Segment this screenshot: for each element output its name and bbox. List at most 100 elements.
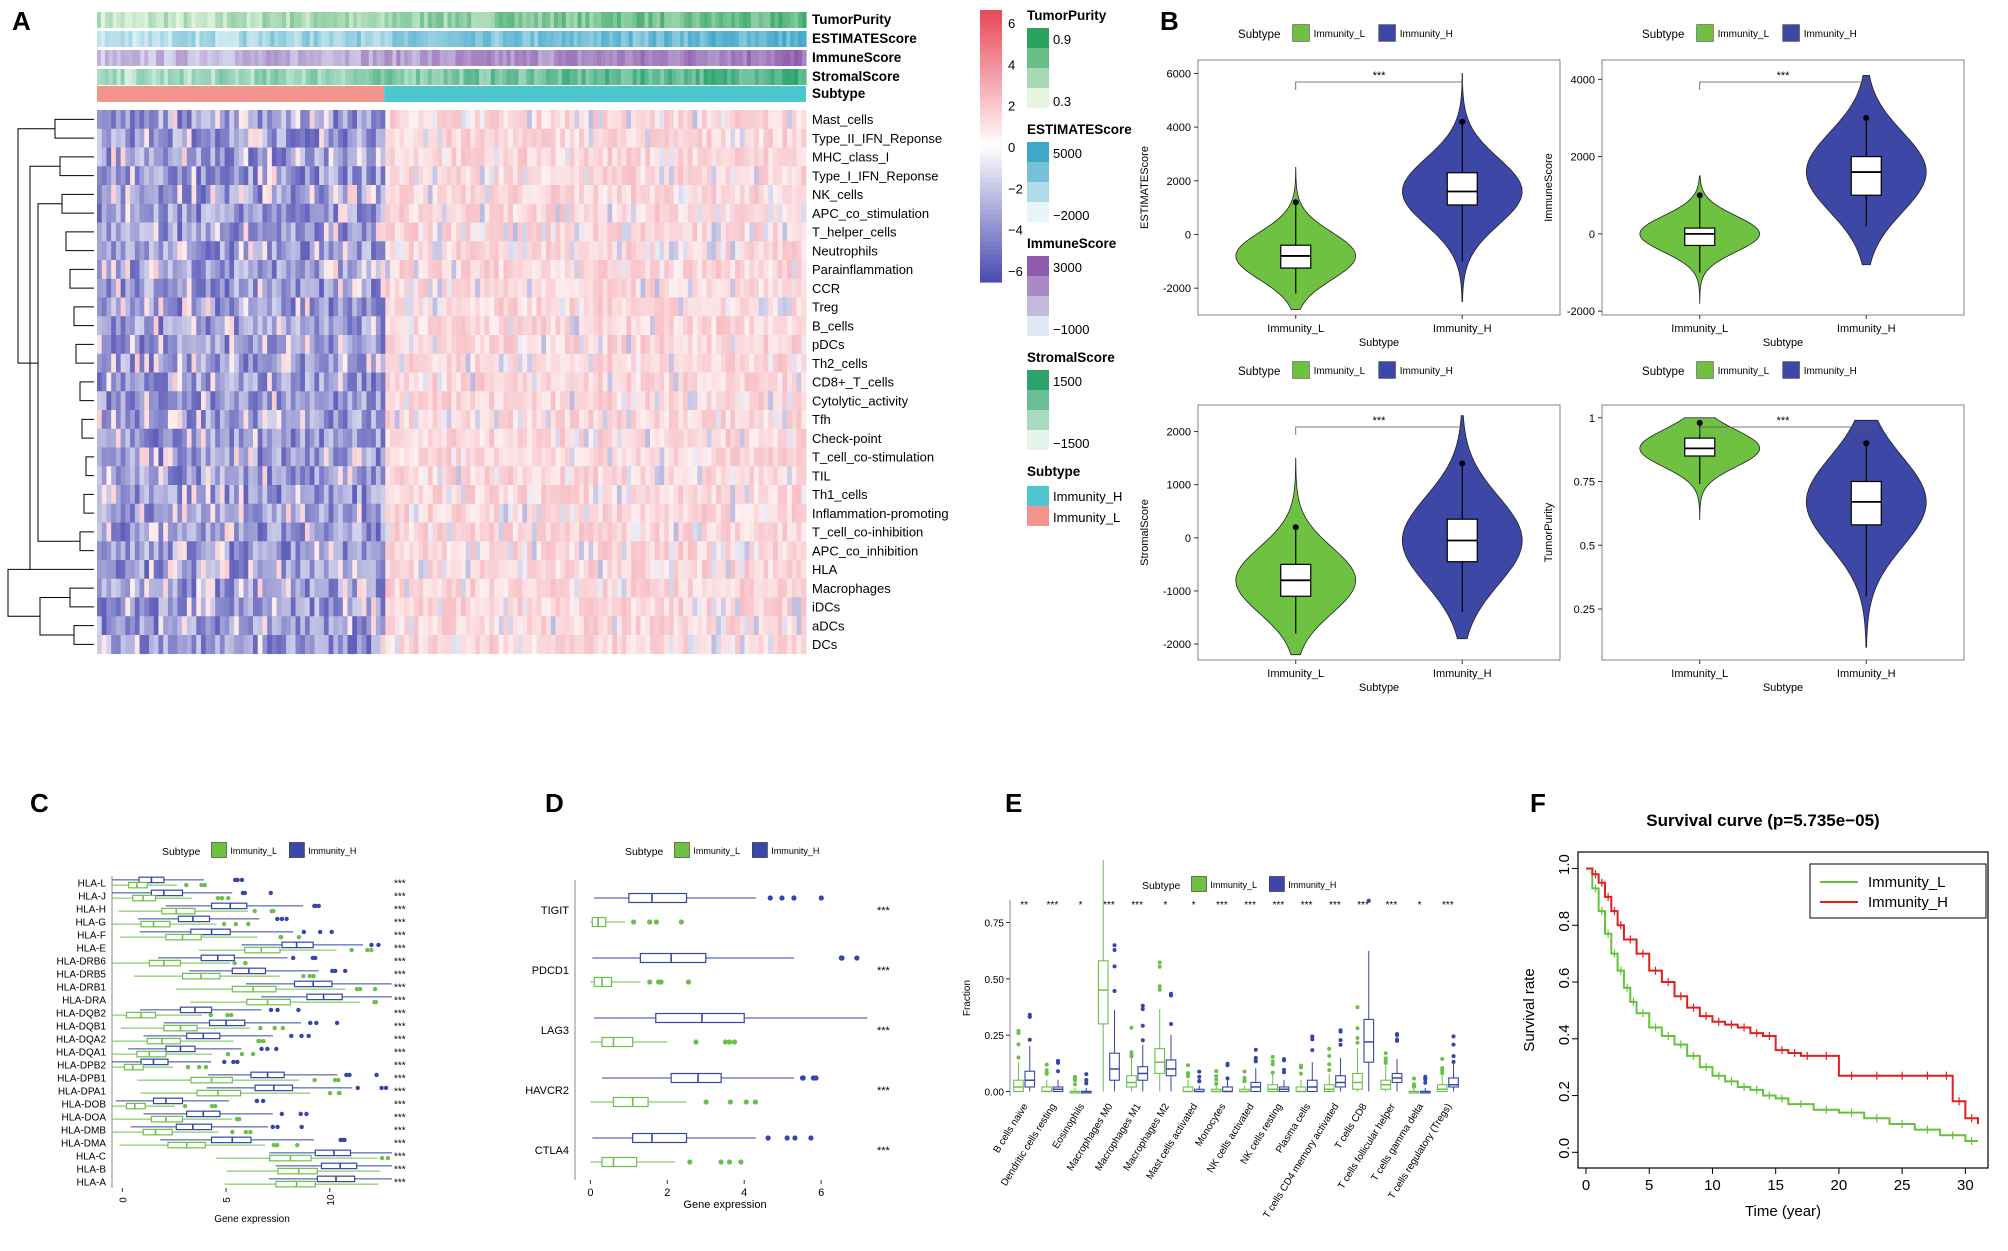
heatmap-cell xyxy=(531,110,538,130)
heatmap-cell xyxy=(442,522,448,542)
heatmap-cell xyxy=(465,147,471,167)
heatmap-cell xyxy=(281,597,287,617)
heatmap-cell xyxy=(390,260,396,280)
track-cell xyxy=(278,69,283,85)
heatmap-cell xyxy=(390,147,396,167)
heatmap-cell xyxy=(191,203,197,223)
heatmap-cell xyxy=(234,522,240,542)
heatmap-cell xyxy=(664,391,670,411)
heatmap-cell xyxy=(97,241,103,261)
heatmap-cell xyxy=(697,428,703,448)
track-cell xyxy=(238,31,244,47)
heatmap-cell xyxy=(238,335,245,355)
heatmap-cell xyxy=(720,428,727,448)
heatmap-cell xyxy=(342,391,349,411)
heatmap-cell xyxy=(796,241,802,261)
heatmap-cell xyxy=(205,166,211,186)
heatmap-cell xyxy=(442,316,448,336)
heatmap-cell xyxy=(791,597,798,617)
heatmap-cell xyxy=(257,597,263,617)
heatmap-cell xyxy=(295,241,301,261)
track-cell xyxy=(711,69,717,85)
heatmap-cell xyxy=(224,147,230,167)
track-cell xyxy=(494,69,500,85)
heatmap-cell xyxy=(631,391,637,411)
track-cell xyxy=(656,50,661,66)
heatmap-cell xyxy=(626,353,632,373)
heatmap-cell xyxy=(489,297,495,317)
heatmap-cell xyxy=(763,128,769,148)
heatmap-cell xyxy=(650,391,656,411)
heatmap-cell xyxy=(678,241,684,261)
track-cell xyxy=(467,69,472,85)
heatmap-cell xyxy=(569,260,575,280)
track-cell xyxy=(104,50,110,66)
heatmap-cell xyxy=(631,203,637,223)
heatmap-cell xyxy=(158,616,164,636)
heatmap-cell xyxy=(758,147,764,167)
heatmap-cell xyxy=(654,616,660,636)
heatmap-cell xyxy=(290,541,297,561)
heatmap-cell xyxy=(479,110,486,130)
track-cell xyxy=(175,50,181,66)
heatmap-cell xyxy=(408,541,415,561)
heatmap-cell xyxy=(314,503,320,523)
heatmap-cell xyxy=(342,128,349,148)
heatmap-cell xyxy=(602,185,608,205)
heatmap-cell xyxy=(423,541,429,561)
heatmap-cell xyxy=(720,147,727,167)
heatmap-cell xyxy=(763,110,769,130)
track-cell xyxy=(242,31,248,47)
heatmap-cell xyxy=(139,353,145,373)
heatmap-cell xyxy=(399,260,405,280)
heatmap-cell xyxy=(423,372,429,392)
heatmap-cell xyxy=(200,353,207,373)
heatmap-cell xyxy=(338,316,344,336)
track-cell xyxy=(687,69,693,85)
heatmap-cell xyxy=(120,353,126,373)
track-cell xyxy=(648,12,653,28)
track-cell xyxy=(691,12,697,28)
heatmap-cell xyxy=(654,447,660,467)
heatmap-cell xyxy=(787,597,793,617)
heatmap-cell xyxy=(304,391,311,411)
track-cell xyxy=(412,31,417,47)
heatmap-cell xyxy=(550,297,556,317)
heatmap-cell xyxy=(163,428,169,448)
heatmap-cell xyxy=(574,578,580,598)
heatmap-cell xyxy=(153,503,159,523)
heatmap-cell xyxy=(735,278,741,298)
heatmap-cell xyxy=(309,110,315,130)
panel-label-d: D xyxy=(545,788,564,818)
heatmap-cell xyxy=(668,372,675,392)
heatmap-cell xyxy=(267,428,273,448)
heatmap-cell xyxy=(621,597,627,617)
heatmap-cell xyxy=(508,297,514,317)
heatmap-cell xyxy=(271,410,278,430)
track-cell xyxy=(443,69,449,85)
heatmap-cell xyxy=(295,203,301,223)
heatmap-cell xyxy=(115,635,122,655)
heatmap-cell xyxy=(361,128,367,148)
heatmap-cell xyxy=(683,391,689,411)
track-cell xyxy=(179,12,185,28)
heatmap-cell xyxy=(484,241,490,261)
heatmap-cell xyxy=(768,335,774,355)
heatmap-cell xyxy=(446,297,452,317)
heatmap-cell xyxy=(720,260,727,280)
heatmap-cell xyxy=(796,147,802,167)
heatmap-cell xyxy=(659,260,665,280)
heatmap-cell xyxy=(196,147,202,167)
heatmap-cell xyxy=(300,297,306,317)
heatmap-cell xyxy=(191,597,197,617)
heatmap-cell xyxy=(196,241,202,261)
heatmap-cell xyxy=(527,560,533,580)
heatmap-cell xyxy=(664,372,670,392)
heatmap-cell xyxy=(352,335,358,355)
heatmap-cell xyxy=(650,578,656,598)
track-cell xyxy=(636,69,642,85)
track-cell xyxy=(668,50,673,66)
heatmap-cell xyxy=(616,447,623,467)
heatmap-cell xyxy=(338,447,344,467)
heatmap-cell xyxy=(252,391,259,411)
